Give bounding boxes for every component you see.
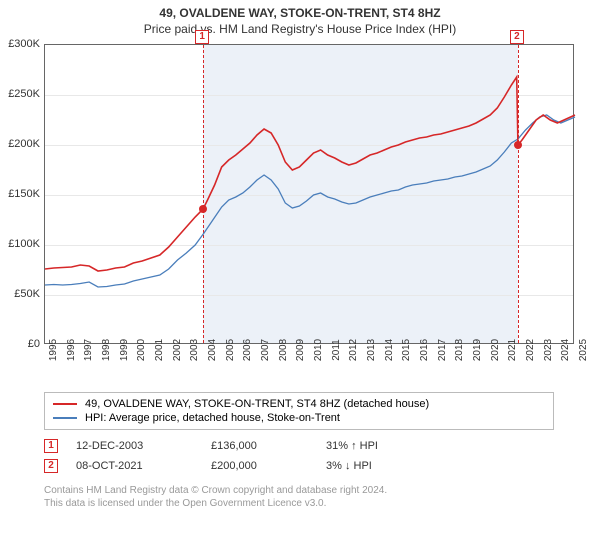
x-tick-label: 2006 (242, 339, 253, 361)
x-tick-label: 2012 (348, 339, 359, 361)
y-tick-label: £100K (0, 238, 40, 250)
legend-item: 49, OVALDENE WAY, STOKE-ON-TRENT, ST4 8H… (53, 397, 545, 411)
x-tick-label: 2009 (295, 339, 306, 361)
footer: Contains HM Land Registry data © Crown c… (44, 484, 600, 510)
x-tick-label: 2023 (543, 339, 554, 361)
line-layer (45, 45, 575, 345)
chart-container: 49, OVALDENE WAY, STOKE-ON-TRENT, ST4 8H… (0, 0, 600, 560)
x-tick-label: 2007 (260, 339, 271, 361)
legend-label: HPI: Average price, detached house, Stok… (85, 412, 340, 424)
x-tick-label: 2005 (225, 339, 236, 361)
footer-line-2: This data is licensed under the Open Gov… (44, 497, 600, 510)
y-tick-label: £150K (0, 188, 40, 200)
x-tick-label: 2002 (172, 339, 183, 361)
x-tick-label: 2017 (437, 339, 448, 361)
x-tick-label: 2011 (331, 339, 342, 361)
marker-box: 2 (510, 30, 524, 44)
chart-area: £0 £50K £100K £150K £200K £250K £300K 1995 1996 1… (0, 36, 600, 386)
series-line (45, 115, 575, 287)
transaction-row: 2 08-OCT-2021£200,0003% ↓ HPI (44, 456, 600, 476)
x-tick-label: 2019 (472, 339, 483, 361)
y-tick-label: £200K (0, 138, 40, 150)
transaction-pct: 3% ↓ HPI (326, 460, 426, 472)
x-tick-label: 2018 (454, 339, 465, 361)
x-tick-label: 2022 (525, 339, 536, 361)
x-tick-label: 2015 (401, 339, 412, 361)
x-tick-label: 2020 (490, 339, 501, 361)
transaction-marker: 2 (44, 459, 58, 473)
legend: 49, OVALDENE WAY, STOKE-ON-TRENT, ST4 8H… (44, 392, 554, 430)
transaction-date: 08-OCT-2021 (76, 460, 211, 472)
x-tick-label: 2010 (313, 339, 324, 361)
footer-line-1: Contains HM Land Registry data © Crown c… (44, 484, 600, 497)
x-tick-label: 2024 (560, 339, 571, 361)
x-tick-label: 2021 (507, 339, 518, 361)
transaction-price: £136,000 (211, 440, 326, 452)
transaction-row: 1 12-DEC-2003£136,00031% ↑ HPI (44, 436, 600, 456)
transaction-date: 12-DEC-2003 (76, 440, 211, 452)
title-address: 49, OVALDENE WAY, STOKE-ON-TRENT, ST4 8H… (0, 6, 600, 20)
x-tick-label: 2004 (207, 339, 218, 361)
x-tick-label: 2025 (578, 339, 589, 361)
legend-swatch (53, 417, 77, 419)
series-line (45, 77, 575, 271)
y-tick-label: £250K (0, 88, 40, 100)
x-tick-label: 2003 (189, 339, 200, 361)
marker-box: 1 (195, 30, 209, 44)
x-tick-label: 2000 (136, 339, 147, 361)
x-tick-label: 2013 (366, 339, 377, 361)
legend-item: HPI: Average price, detached house, Stok… (53, 411, 545, 425)
y-tick-label: £50K (0, 288, 40, 300)
x-tick-label: 1997 (83, 339, 94, 361)
transaction-price: £200,000 (211, 460, 326, 472)
x-tick-label: 1996 (66, 339, 77, 361)
y-tick-label: £0 (0, 338, 40, 350)
x-tick-label: 2008 (278, 339, 289, 361)
x-tick-label: 2014 (384, 339, 395, 361)
legend-swatch (53, 403, 77, 405)
legend-label: 49, OVALDENE WAY, STOKE-ON-TRENT, ST4 8H… (85, 398, 429, 410)
x-tick-label: 2001 (154, 339, 165, 361)
x-tick-label: 1998 (101, 339, 112, 361)
transactions-table: 1 12-DEC-2003£136,00031% ↑ HPI 2 08-OCT-202… (44, 436, 600, 476)
plot-area (44, 44, 574, 344)
transaction-marker: 1 (44, 439, 58, 453)
y-tick-label: £300K (0, 38, 40, 50)
x-tick-label: 2016 (419, 339, 430, 361)
x-tick-label: 1995 (48, 339, 59, 361)
transaction-pct: 31% ↑ HPI (326, 440, 426, 452)
x-tick-label: 1999 (119, 339, 130, 361)
